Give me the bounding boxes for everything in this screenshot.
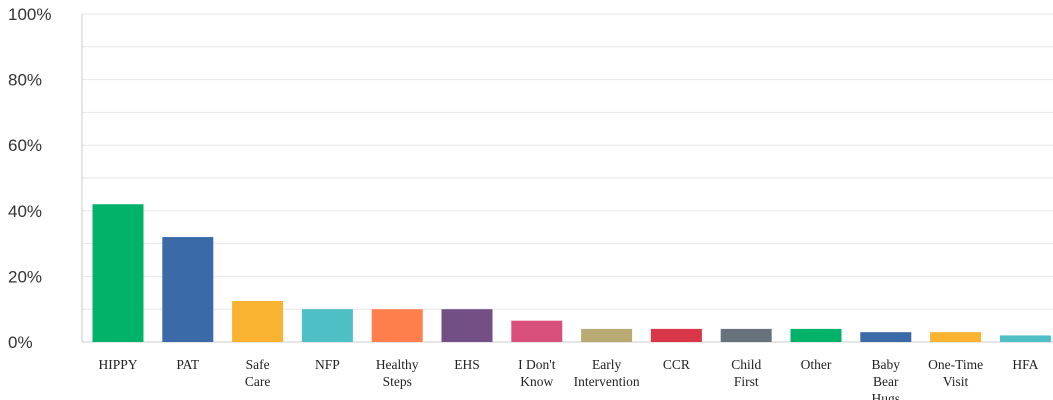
y-tick-label: 20% <box>8 267 42 286</box>
category-label: NFP <box>315 357 340 372</box>
category-label: CCR <box>663 357 690 372</box>
y-tick-label: 60% <box>8 136 42 155</box>
gridlines <box>82 13 1053 343</box>
bars <box>92 204 1051 342</box>
category-label: Baby Bear Hugs <box>872 357 901 400</box>
category-label: HFA <box>1012 357 1038 372</box>
category-label: HIPPY <box>98 357 137 372</box>
y-tick-label: 0% <box>8 333 33 352</box>
x-axis-category-labels: HIPPY PAT Safe Care NFP Healthy Steps EHS I Don'… <box>98 357 1038 400</box>
category-label: Early Intervention <box>574 357 640 389</box>
bar <box>930 332 982 342</box>
bar <box>162 237 214 342</box>
category-label: Healthy Steps <box>376 357 419 389</box>
bar <box>92 204 144 342</box>
category-label: I Don't Know <box>518 357 556 389</box>
y-tick-label: 80% <box>8 71 42 90</box>
category-label: One-Time Visit <box>928 357 983 389</box>
bar <box>232 301 284 342</box>
category-label: Safe Care <box>245 357 270 389</box>
bar <box>999 335 1051 342</box>
category-label: EHS <box>454 357 480 372</box>
bar <box>511 320 563 342</box>
y-tick-label: 40% <box>8 202 42 221</box>
category-label: Child First <box>731 357 761 389</box>
category-label: Other <box>801 357 832 372</box>
bar <box>581 328 633 342</box>
bar <box>860 332 912 342</box>
y-axis-tick-labels: 0% 20% 40% 60% 80% 100% <box>8 5 51 352</box>
y-tick-label: 100% <box>8 5 51 24</box>
bar <box>720 328 772 342</box>
bar <box>790 328 842 342</box>
bar <box>650 328 702 342</box>
bar <box>371 309 423 342</box>
bar <box>301 309 353 342</box>
bar <box>441 309 493 342</box>
category-label: PAT <box>176 357 200 372</box>
